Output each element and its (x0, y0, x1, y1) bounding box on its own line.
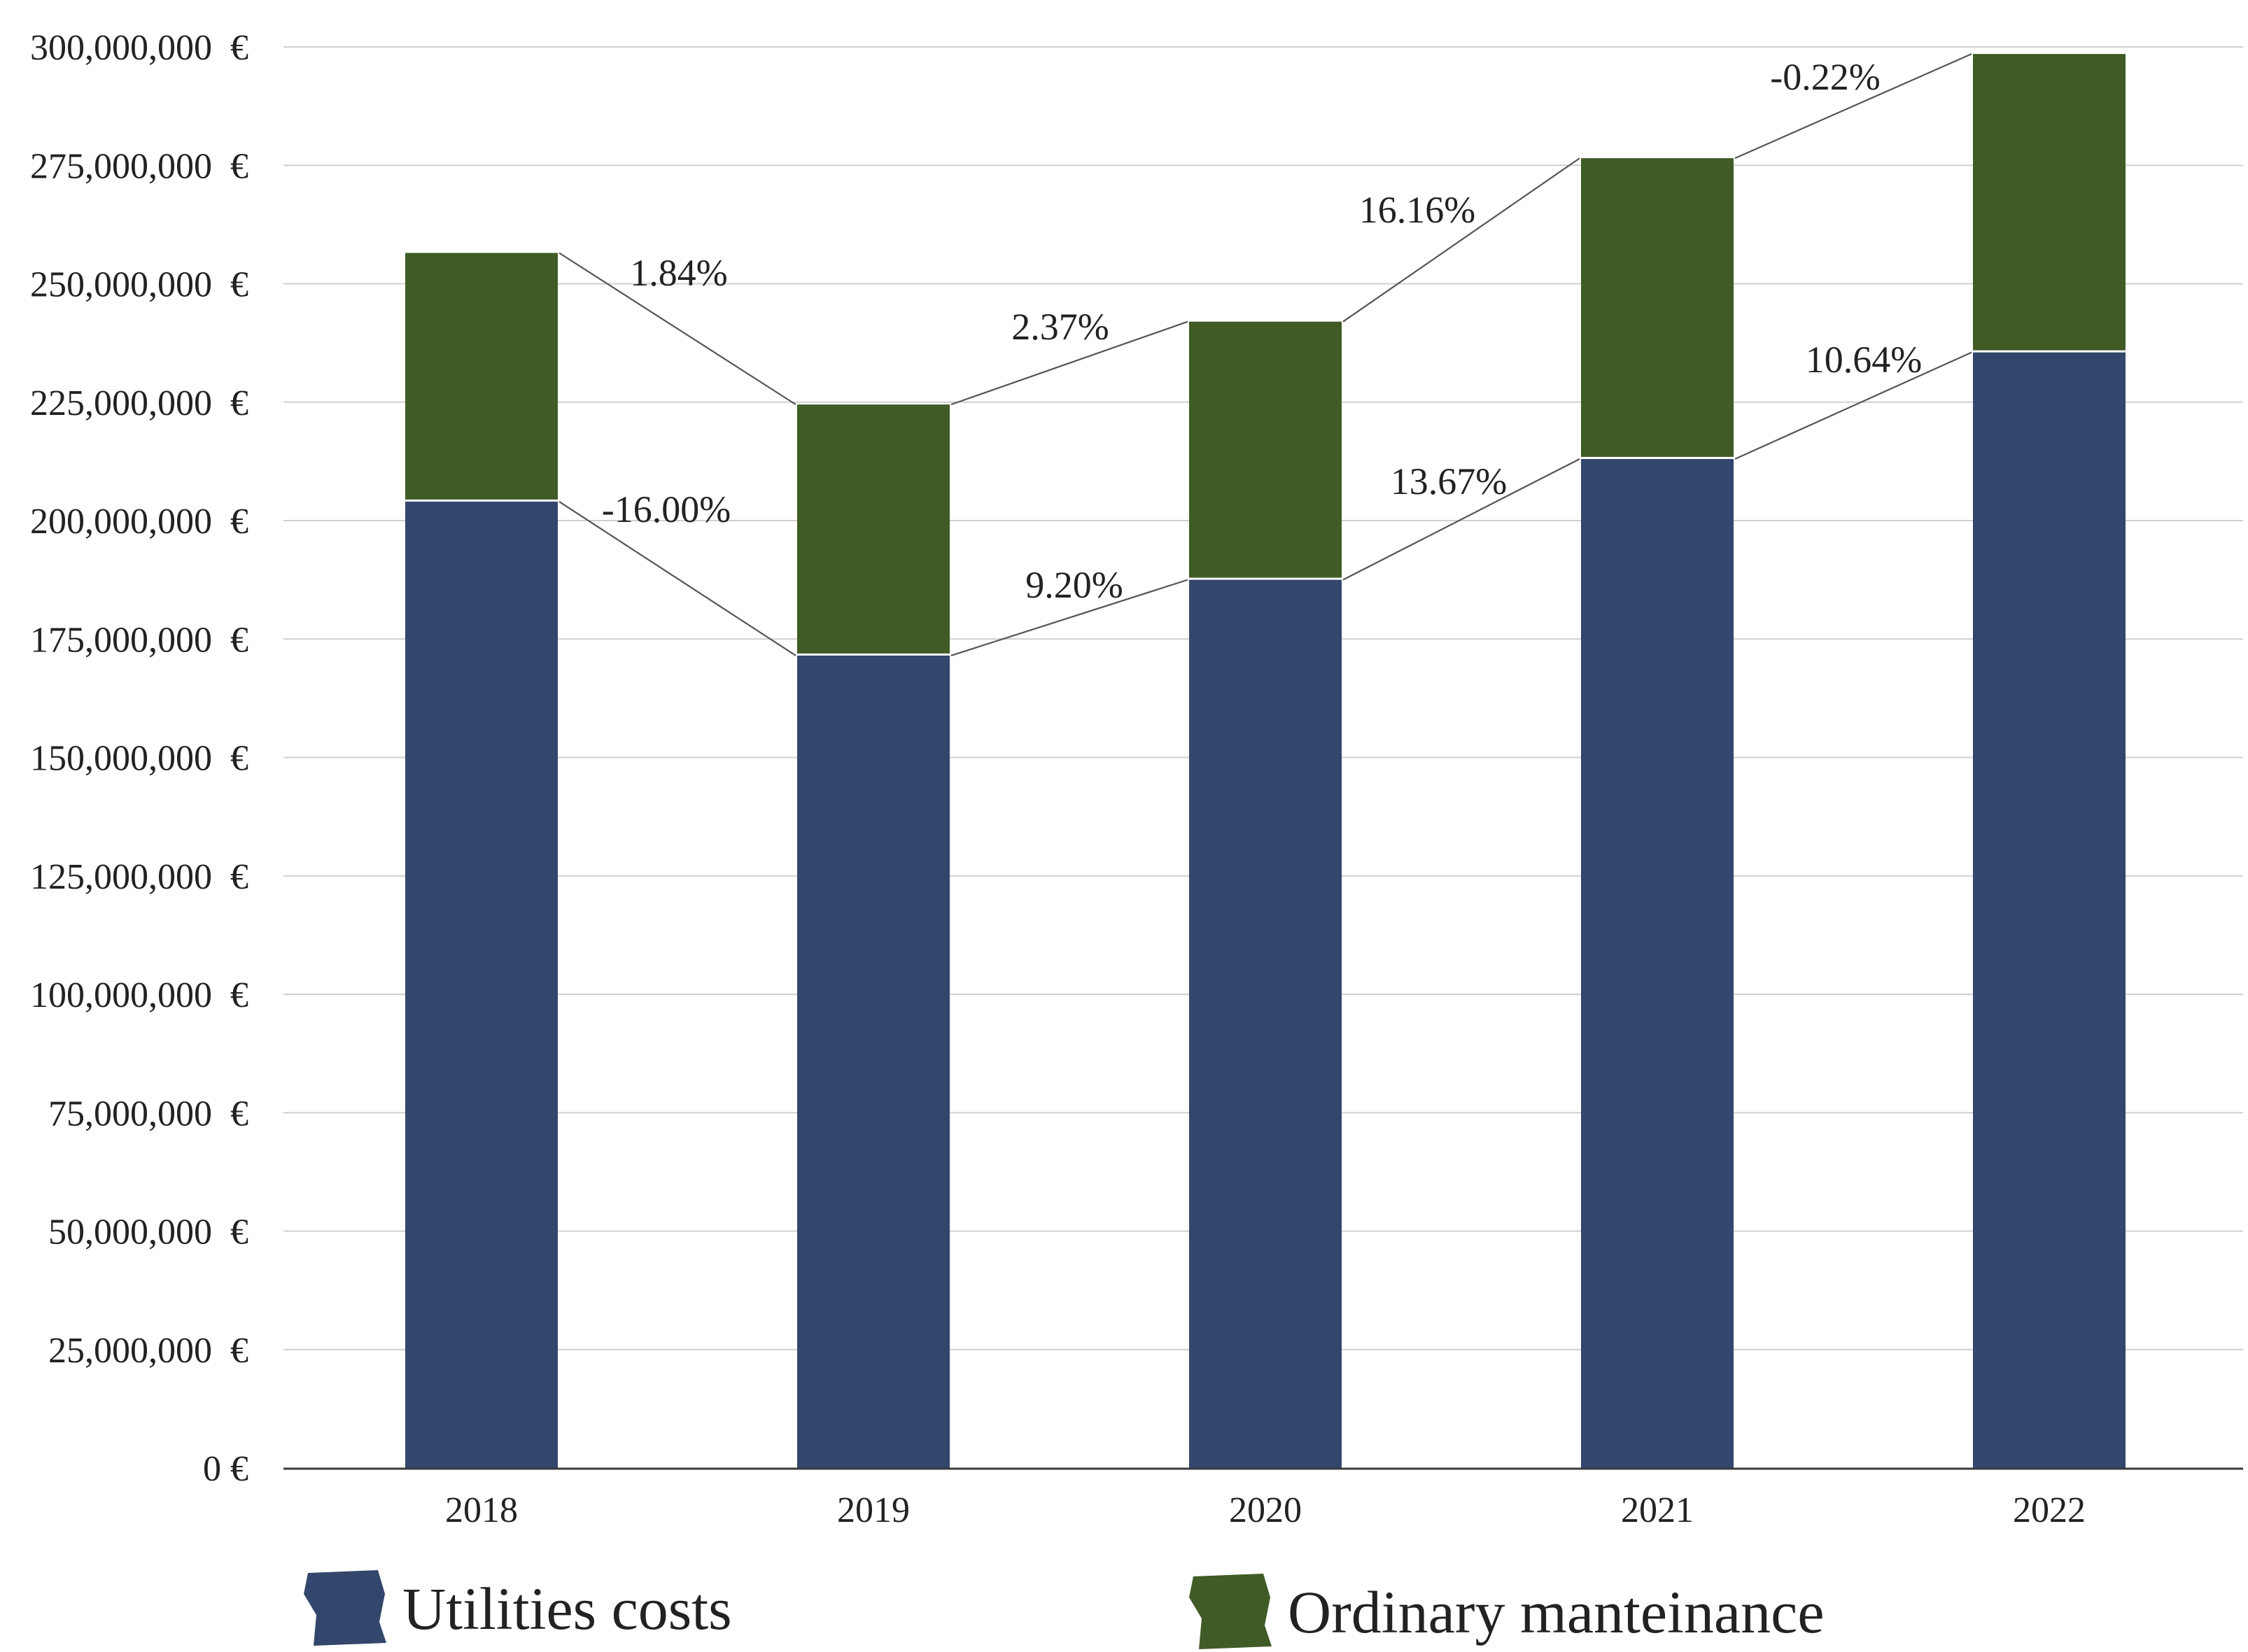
y-tick-label: 175,000,000 € (30, 620, 248, 660)
legend: Utilities costs Ordinary manteinance (304, 1570, 1824, 1649)
x-axis-tick-labels: 2018 2019 2020 2021 2022 (445, 1490, 2086, 1530)
y-tick-label: 225,000,000 € (30, 383, 248, 423)
x-tick-label: 2022 (2013, 1490, 2086, 1530)
legend-label: Ordinary manteinance (1288, 1579, 1824, 1646)
connector-total (1342, 157, 1580, 323)
connector-total (950, 320, 1188, 406)
bar-utilities-2022 (1973, 352, 2126, 1468)
bar-utilities-2018 (405, 501, 558, 1469)
bar-maintenance-2020 (1189, 321, 1342, 578)
annotation-total-change: -0.22% (1770, 56, 1880, 98)
annotation-utilities-change: 13.67% (1391, 460, 1507, 502)
connector-utilities (950, 579, 1188, 656)
x-tick-label: 2021 (1621, 1490, 1694, 1530)
bar-utilities-2020 (1189, 579, 1342, 1468)
connector-lines (559, 53, 1972, 656)
x-tick-label: 2018 (445, 1490, 518, 1530)
bar-utilities-2019 (797, 655, 950, 1468)
y-tick-label: 250,000,000 € (30, 265, 248, 305)
connector-total (1734, 53, 1972, 160)
legend-label: Utilities costs (402, 1575, 732, 1642)
y-axis-tick-labels: 0 € 25,000,000 € 50,000,000 € 75,000,000 € 1… (30, 28, 248, 1489)
connector-utilities (559, 500, 796, 656)
annotation-total-change: 1.84% (630, 252, 727, 294)
bar-maintenance-2022 (1973, 54, 2126, 351)
bar-utilities-2021 (1581, 458, 1734, 1468)
y-tick-label: 200,000,000 € (30, 502, 248, 542)
y-tick-label: 25,000,000 € (48, 1331, 248, 1371)
connector-utilities (1342, 458, 1580, 581)
y-tick-label: 0 € (203, 1449, 248, 1489)
bars (405, 54, 2126, 1469)
annotation-total-change: 2.37% (1011, 306, 1109, 348)
legend-swatch (304, 1570, 386, 1646)
annotation-utilities-change: 10.64% (1806, 339, 1922, 381)
annotation-utilities-change: 9.20% (1025, 564, 1123, 606)
annotation-utilities-change: -16.00% (602, 488, 731, 530)
x-tick-label: 2020 (1229, 1490, 1302, 1530)
percent-annotations: 1.84% 2.37% 16.16% -0.22% -16.00% 9.20% 13.67%… (602, 56, 1922, 606)
y-tick-label: 125,000,000 € (30, 857, 248, 897)
bar-maintenance-2021 (1581, 158, 1734, 457)
y-tick-label: 50,000,000 € (48, 1213, 248, 1252)
connector-utilities (1734, 351, 1972, 460)
bar-maintenance-2019 (797, 404, 950, 654)
annotation-total-change: 16.16% (1359, 189, 1475, 231)
y-tick-label: 150,000,000 € (30, 739, 248, 779)
y-tick-label: 275,000,000 € (30, 146, 248, 186)
y-tick-label: 300,000,000 € (30, 28, 248, 68)
y-tick-label: 75,000,000 € (48, 1094, 248, 1134)
connector-total (559, 252, 796, 406)
x-tick-label: 2019 (837, 1490, 910, 1530)
y-tick-label: 100,000,000 € (30, 975, 248, 1015)
legend-swatch (1189, 1574, 1272, 1649)
bar-maintenance-2018 (405, 253, 558, 500)
